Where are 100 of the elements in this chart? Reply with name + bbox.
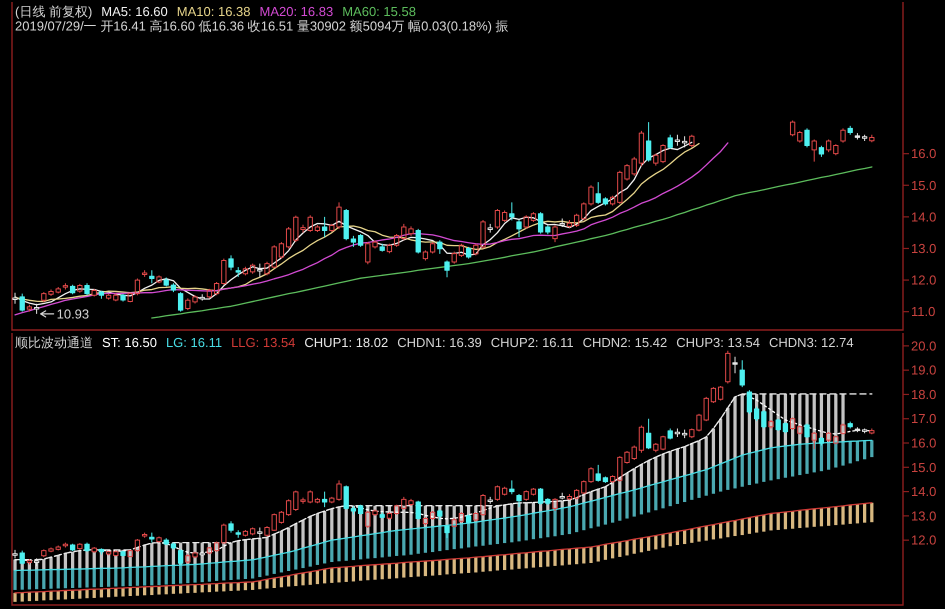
candlestick xyxy=(674,134,680,146)
candlestick xyxy=(98,290,104,300)
bar xyxy=(416,528,420,554)
chart-title: 顺比波动通道 xyxy=(15,334,93,350)
candlestick xyxy=(236,530,241,538)
bar xyxy=(150,566,154,586)
candlestick xyxy=(668,428,673,440)
bar xyxy=(798,444,802,476)
bar xyxy=(272,555,276,574)
y-tick-label: 11.0 xyxy=(911,304,936,320)
candlestick xyxy=(732,356,738,374)
candlestick xyxy=(149,532,154,544)
bar xyxy=(164,586,168,594)
candlestick xyxy=(840,423,846,436)
candlestick xyxy=(264,526,270,538)
bar xyxy=(690,528,694,543)
bar xyxy=(661,482,665,508)
candlestick xyxy=(416,228,421,254)
bar xyxy=(632,468,636,490)
bar xyxy=(272,578,276,588)
bar xyxy=(618,494,622,521)
candlestick xyxy=(452,251,457,264)
candlestick xyxy=(149,270,154,284)
candlestick xyxy=(422,250,428,261)
bar xyxy=(553,510,557,536)
candlestick xyxy=(242,266,248,276)
bar xyxy=(330,540,334,562)
candlestick xyxy=(192,294,198,304)
y-tick-label: 15.0 xyxy=(911,178,936,193)
text: MA10: 16.38 xyxy=(176,4,250,18)
bar xyxy=(71,569,74,588)
candlestick xyxy=(70,284,76,295)
candlestick xyxy=(566,220,572,228)
line-series xyxy=(14,502,872,594)
bar xyxy=(668,532,672,546)
y-tick-label: 14.0 xyxy=(911,484,936,500)
bar xyxy=(748,518,752,534)
y-tick-label: 14.0 xyxy=(911,209,936,224)
bar xyxy=(625,492,629,519)
candlestick xyxy=(473,243,478,256)
bar xyxy=(438,560,442,576)
y-tick-label: 13.0 xyxy=(911,240,936,256)
candlestick xyxy=(308,214,313,233)
candlestick xyxy=(509,480,514,495)
candlestick xyxy=(466,246,472,260)
bar xyxy=(841,442,845,466)
candlestick xyxy=(344,208,349,241)
candlestick xyxy=(458,243,464,258)
bar xyxy=(380,564,384,580)
bar xyxy=(359,536,362,560)
candlestick xyxy=(308,490,313,504)
y-tick-label: 16.0 xyxy=(911,436,936,451)
candlestick xyxy=(336,480,342,502)
candlestick xyxy=(509,202,514,221)
bar xyxy=(546,510,550,538)
candlestick xyxy=(314,497,320,504)
candlestick xyxy=(62,282,68,290)
bar xyxy=(42,570,46,589)
bar xyxy=(604,544,608,560)
candlestick xyxy=(689,134,694,148)
bar xyxy=(776,446,780,480)
bar xyxy=(640,538,644,552)
bar xyxy=(92,568,96,588)
candlestick xyxy=(516,220,522,238)
bar xyxy=(740,455,744,487)
text: LG: 16.11 xyxy=(166,334,222,350)
bar xyxy=(546,550,550,567)
bar xyxy=(344,566,348,582)
bar xyxy=(452,524,456,550)
candlestick xyxy=(848,421,853,429)
bar xyxy=(431,526,434,552)
candlestick xyxy=(257,527,262,538)
bar xyxy=(654,484,658,510)
bar xyxy=(683,476,686,502)
candlestick xyxy=(41,292,46,303)
bar xyxy=(596,499,600,527)
bar xyxy=(654,457,658,484)
bar xyxy=(726,408,730,461)
annotation: 10.93 xyxy=(56,306,90,322)
bar xyxy=(791,511,794,529)
bar xyxy=(366,534,370,559)
bar xyxy=(150,586,154,596)
line-series xyxy=(14,440,872,572)
bar xyxy=(524,552,528,568)
bar xyxy=(402,530,406,556)
candlestick xyxy=(524,490,529,502)
bar xyxy=(510,554,514,570)
bar xyxy=(294,574,298,586)
candlestick xyxy=(250,263,256,274)
y-tick-label: 19.0 xyxy=(911,362,936,378)
bar xyxy=(589,501,593,528)
candlestick xyxy=(70,543,76,552)
bar xyxy=(532,513,536,540)
candlestick xyxy=(624,450,630,464)
candlestick xyxy=(56,286,61,294)
candlestick xyxy=(156,536,162,544)
bar xyxy=(726,460,730,490)
candlestick xyxy=(710,386,716,404)
bar xyxy=(287,552,290,571)
candlestick xyxy=(854,132,860,140)
